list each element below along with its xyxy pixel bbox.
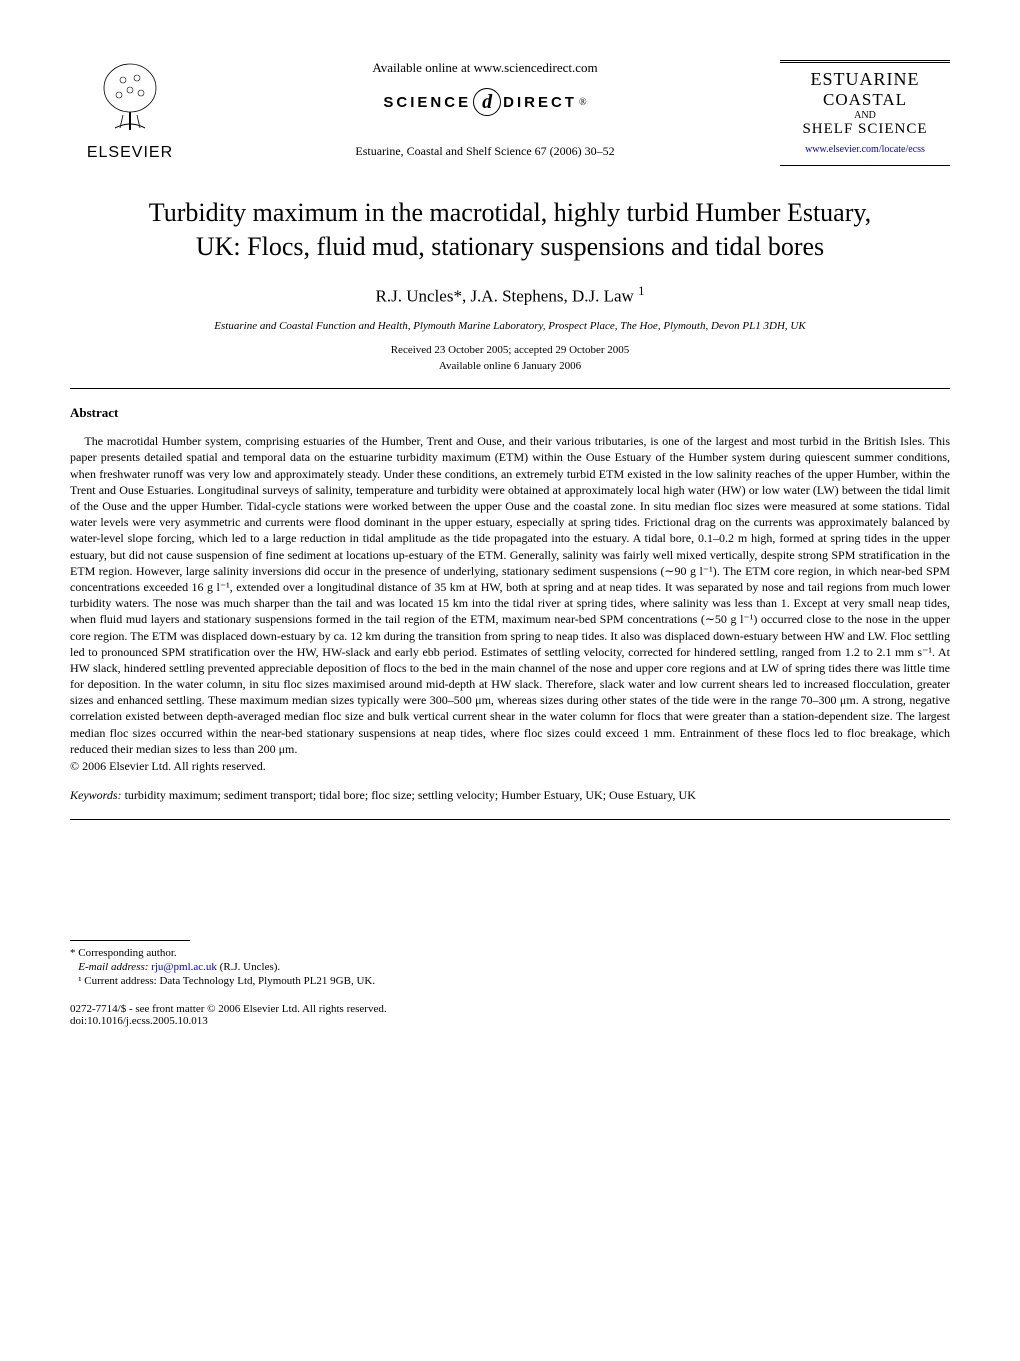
- journal-title-4: SHELF SCIENCE: [784, 121, 946, 138]
- center-header: Available online at www.sciencedirect.co…: [190, 60, 780, 159]
- journal-title-2: COASTAL: [784, 90, 946, 110]
- affiliation: Estuarine and Coastal Function and Healt…: [70, 320, 950, 332]
- available-date: Available online 6 January 2006: [70, 360, 950, 372]
- sd-direct-text: DIRECT: [503, 94, 577, 111]
- elsevier-name: ELSEVIER: [87, 144, 173, 162]
- keywords-section: Keywords: turbidity maximum; sediment tr…: [70, 788, 950, 803]
- sd-circle-icon: d: [473, 88, 501, 116]
- elsevier-logo: ELSEVIER: [70, 60, 190, 162]
- footnotes-section: * Corresponding author. E-mail address: …: [70, 940, 950, 987]
- email-label: E-mail address:: [78, 961, 151, 973]
- journal-website-link[interactable]: www.elsevier.com/locate/ecss: [784, 144, 946, 155]
- journal-reference: Estuarine, Coastal and Shelf Science 67 …: [210, 144, 760, 159]
- title-line-1: Turbidity maximum in the macrotidal, hig…: [149, 198, 871, 227]
- abstract-heading: Abstract: [70, 405, 950, 421]
- footnote-1: ¹ Current address: Data Technology Ltd, …: [70, 975, 950, 987]
- email-suffix: (R.J. Uncles).: [217, 961, 280, 973]
- front-matter-line: 0272-7714/$ - see front matter © 2006 El…: [70, 1003, 950, 1015]
- sciencedirect-logo: SCIENCE d DIRECT ®: [383, 88, 586, 116]
- journal-title-1: ESTUARINE: [784, 69, 946, 90]
- doi-section: 0272-7714/$ - see front matter © 2006 El…: [70, 1003, 950, 1027]
- authors: R.J. Uncles*, J.A. Stephens, D.J. Law 1: [70, 284, 950, 307]
- author-footnote-marker: 1: [638, 284, 644, 298]
- sd-reg-mark: ®: [579, 97, 587, 108]
- article-title: Turbidity maximum in the macrotidal, hig…: [70, 196, 950, 264]
- journal-title-3: AND: [784, 110, 946, 121]
- elsevier-tree-icon: [95, 60, 165, 140]
- abstract-body: The macrotidal Humber system, comprising…: [70, 433, 950, 757]
- author-email-link[interactable]: rju@pml.ac.uk: [151, 961, 217, 973]
- author-names: R.J. Uncles*, J.A. Stephens, D.J. Law: [376, 286, 639, 305]
- section-divider: [70, 388, 950, 389]
- keywords-text: turbidity maximum; sediment transport; t…: [122, 788, 696, 802]
- section-divider-2: [70, 819, 950, 820]
- copyright-line: © 2006 Elsevier Ltd. All rights reserved…: [70, 759, 950, 774]
- corresponding-author-note: * Corresponding author.: [70, 947, 950, 959]
- doi-line: doi:10.1016/j.ecss.2005.10.013: [70, 1015, 950, 1027]
- title-line-2: UK: Flocs, fluid mud, stationary suspens…: [196, 232, 824, 261]
- footnote-rule: [70, 940, 190, 941]
- sd-science-text: SCIENCE: [383, 94, 471, 111]
- journal-logo: ESTUARINE COASTAL AND SHELF SCIENCE www.…: [780, 60, 950, 166]
- header-row: ELSEVIER Available online at www.science…: [70, 60, 950, 166]
- email-line: E-mail address: rju@pml.ac.uk (R.J. Uncl…: [70, 961, 950, 973]
- keywords-label: Keywords:: [70, 788, 122, 802]
- received-date: Received 23 October 2005; accepted 29 Oc…: [70, 344, 950, 356]
- available-online-text: Available online at www.sciencedirect.co…: [210, 60, 760, 76]
